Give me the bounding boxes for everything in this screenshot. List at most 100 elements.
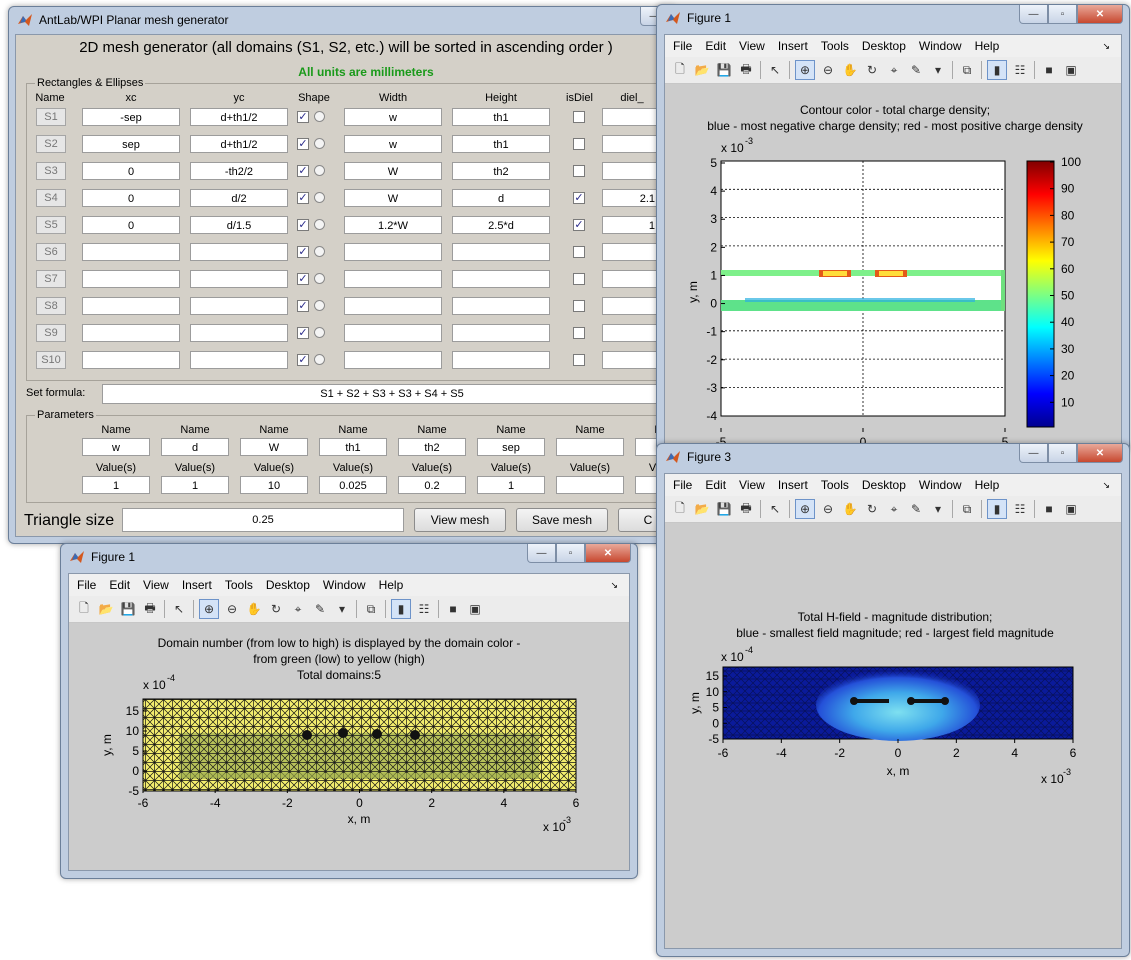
save-mesh-button[interactable]: Save mesh [516,508,608,532]
menu-desktop[interactable]: Desktop [861,478,906,492]
shape-checkbox[interactable]: ✓ [297,300,309,312]
menu-edit[interactable]: Edit [109,578,131,592]
hide-plot-tools-icon[interactable]: ■ [1045,63,1053,77]
param-value-field[interactable]: 1 [82,476,150,494]
menu-file[interactable]: File [673,39,693,53]
menu-view[interactable]: View [143,578,169,592]
titlebar[interactable]: Figure 3 [657,444,1129,470]
width-field[interactable]: w [344,108,442,126]
open-icon[interactable]: 📂 [98,602,114,616]
minimize-button[interactable]: — [1019,5,1048,24]
param-name-field[interactable] [556,438,624,456]
view-mesh-button[interactable]: View mesh [414,508,506,532]
shape-checkbox[interactable]: ✓ [297,111,309,123]
height-field[interactable]: th1 [452,135,550,153]
width-field[interactable] [344,351,442,369]
menu-tools[interactable]: Tools [820,478,849,492]
shape-row-button[interactable]: S7 [36,270,66,288]
titlebar[interactable]: Figure 1 [61,544,637,570]
link-icon[interactable]: ⧉ [366,601,376,616]
dock-icon[interactable]: ↘ [610,579,618,590]
shape-checkbox[interactable]: ✓ [297,138,309,150]
rotate-icon[interactable]: ↻ [866,502,878,516]
xc-field[interactable] [82,324,180,342]
shape-radio[interactable] [314,219,325,230]
hide-plot-tools-icon[interactable]: ■ [1045,502,1053,516]
diel-field[interactable] [602,108,662,126]
minimize-button[interactable]: — [1019,444,1048,463]
menu-desktop[interactable]: Desktop [861,39,906,53]
dropdown-icon[interactable]: ▾ [934,63,942,77]
zoom-out-icon[interactable]: ⊖ [822,502,834,516]
menu-window[interactable]: Window [918,478,962,492]
save-icon[interactable]: 💾 [716,63,732,77]
menu-file[interactable]: File [77,578,97,592]
diel-field[interactable] [602,297,662,315]
legend-icon[interactable]: ☷ [418,602,430,616]
save-icon[interactable]: 💾 [120,602,136,616]
pointer-icon[interactable]: ↖ [173,602,185,616]
height-field[interactable] [452,351,550,369]
shape-row-button[interactable]: S4 [36,189,66,207]
show-plot-tools-icon[interactable]: ▣ [1065,63,1077,77]
link-icon[interactable]: ⧉ [962,501,972,516]
pan-icon[interactable]: ✋ [842,63,858,77]
shape-row-button[interactable]: S3 [36,162,66,180]
titlebar[interactable]: Figure 1 [657,5,1129,31]
shape-checkbox[interactable]: ✓ [297,165,309,177]
menu-insert[interactable]: Insert [777,478,808,492]
yc-field[interactable]: d+th1/2 [190,135,288,153]
menu-window[interactable]: Window [918,39,962,53]
xc-field[interactable]: 0 [82,216,180,234]
param-name-field[interactable]: th1 [319,438,387,456]
colorbar-icon[interactable]: ▮ [391,599,411,619]
legend-icon[interactable]: ☷ [1014,502,1026,516]
shape-radio[interactable] [314,192,325,203]
diel-field[interactable] [602,243,662,261]
zoom-in-icon[interactable]: ⊕ [795,60,815,80]
xc-field[interactable] [82,297,180,315]
shape-radio[interactable] [314,165,325,176]
yc-field[interactable]: d+th1/2 [190,108,288,126]
pointer-icon[interactable]: ↖ [769,63,781,77]
shape-radio[interactable] [314,327,325,338]
isdiel-checkbox[interactable] [573,138,585,150]
width-field[interactable] [344,324,442,342]
yc-field[interactable]: d/1.5 [190,216,288,234]
diel-field[interactable]: 1 [602,216,662,234]
shape-checkbox[interactable]: ✓ [297,354,309,366]
isdiel-checkbox[interactable] [573,246,585,258]
yc-field[interactable] [190,297,288,315]
width-field[interactable]: W [344,162,442,180]
save-icon[interactable]: 💾 [716,502,732,516]
xc-field[interactable] [82,351,180,369]
menu-view[interactable]: View [739,478,765,492]
new-file-icon[interactable]: 🗋 [79,600,89,615]
data-cursor-icon[interactable]: ⌖ [294,601,302,616]
dropdown-icon[interactable]: ▾ [338,602,346,616]
brush-icon[interactable]: ✎ [910,502,922,516]
menu-view[interactable]: View [739,39,765,53]
diel-field[interactable] [602,270,662,288]
titlebar[interactable]: AntLab/WPI Planar mesh generator [9,7,677,33]
shape-checkbox[interactable]: ✓ [297,246,309,258]
param-name-field[interactable]: d [161,438,229,456]
legend-icon[interactable]: ☷ [1014,63,1026,77]
diel-field[interactable]: 2.1 [602,189,662,207]
hide-plot-tools-icon[interactable]: ■ [449,602,457,616]
xc-field[interactable]: 0 [82,189,180,207]
menu-tools[interactable]: Tools [224,578,253,592]
height-field[interactable]: th1 [452,108,550,126]
zoom-out-icon[interactable]: ⊖ [226,602,238,616]
yc-field[interactable]: -th2/2 [190,162,288,180]
param-value-field[interactable]: 0.2 [398,476,466,494]
rotate-icon[interactable]: ↻ [866,63,878,77]
diel-field[interactable] [602,324,662,342]
height-field[interactable] [452,270,550,288]
print-icon[interactable]: 🖶 [144,600,156,615]
param-value-field[interactable]: 1 [161,476,229,494]
yc-field[interactable]: d/2 [190,189,288,207]
link-icon[interactable]: ⧉ [962,62,972,77]
zoom-in-icon[interactable]: ⊕ [795,499,815,519]
open-icon[interactable]: 📂 [694,63,710,77]
